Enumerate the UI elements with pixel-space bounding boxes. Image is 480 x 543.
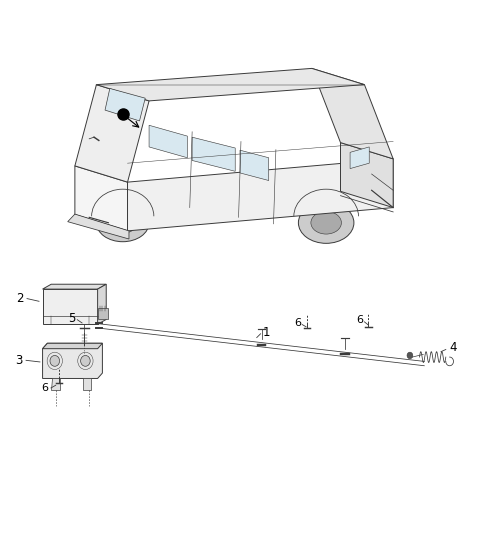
Circle shape bbox=[50, 356, 60, 367]
Text: 2: 2 bbox=[16, 292, 24, 305]
Polygon shape bbox=[128, 159, 393, 231]
Polygon shape bbox=[83, 378, 91, 390]
Text: 5: 5 bbox=[68, 312, 75, 325]
Polygon shape bbox=[68, 214, 129, 239]
Polygon shape bbox=[75, 85, 149, 182]
Polygon shape bbox=[97, 284, 106, 324]
Ellipse shape bbox=[96, 204, 149, 242]
Polygon shape bbox=[43, 343, 102, 349]
Polygon shape bbox=[96, 68, 364, 101]
Ellipse shape bbox=[299, 202, 354, 243]
Polygon shape bbox=[340, 143, 393, 207]
Circle shape bbox=[407, 352, 413, 359]
Polygon shape bbox=[240, 150, 269, 180]
Polygon shape bbox=[43, 284, 106, 289]
Polygon shape bbox=[43, 343, 102, 378]
Ellipse shape bbox=[311, 211, 341, 234]
Polygon shape bbox=[192, 137, 235, 171]
Polygon shape bbox=[105, 89, 145, 121]
Polygon shape bbox=[43, 289, 97, 324]
Ellipse shape bbox=[108, 212, 137, 233]
Polygon shape bbox=[350, 147, 369, 168]
Text: 6: 6 bbox=[41, 383, 48, 393]
Text: 3: 3 bbox=[15, 354, 23, 367]
Polygon shape bbox=[312, 68, 393, 159]
Polygon shape bbox=[149, 125, 187, 158]
Text: 4: 4 bbox=[450, 341, 457, 354]
Text: 6: 6 bbox=[356, 315, 363, 325]
Polygon shape bbox=[75, 166, 128, 231]
Circle shape bbox=[81, 356, 90, 367]
Text: 6: 6 bbox=[294, 318, 301, 328]
Polygon shape bbox=[51, 378, 60, 390]
Text: 1: 1 bbox=[263, 326, 270, 339]
Polygon shape bbox=[97, 308, 108, 319]
